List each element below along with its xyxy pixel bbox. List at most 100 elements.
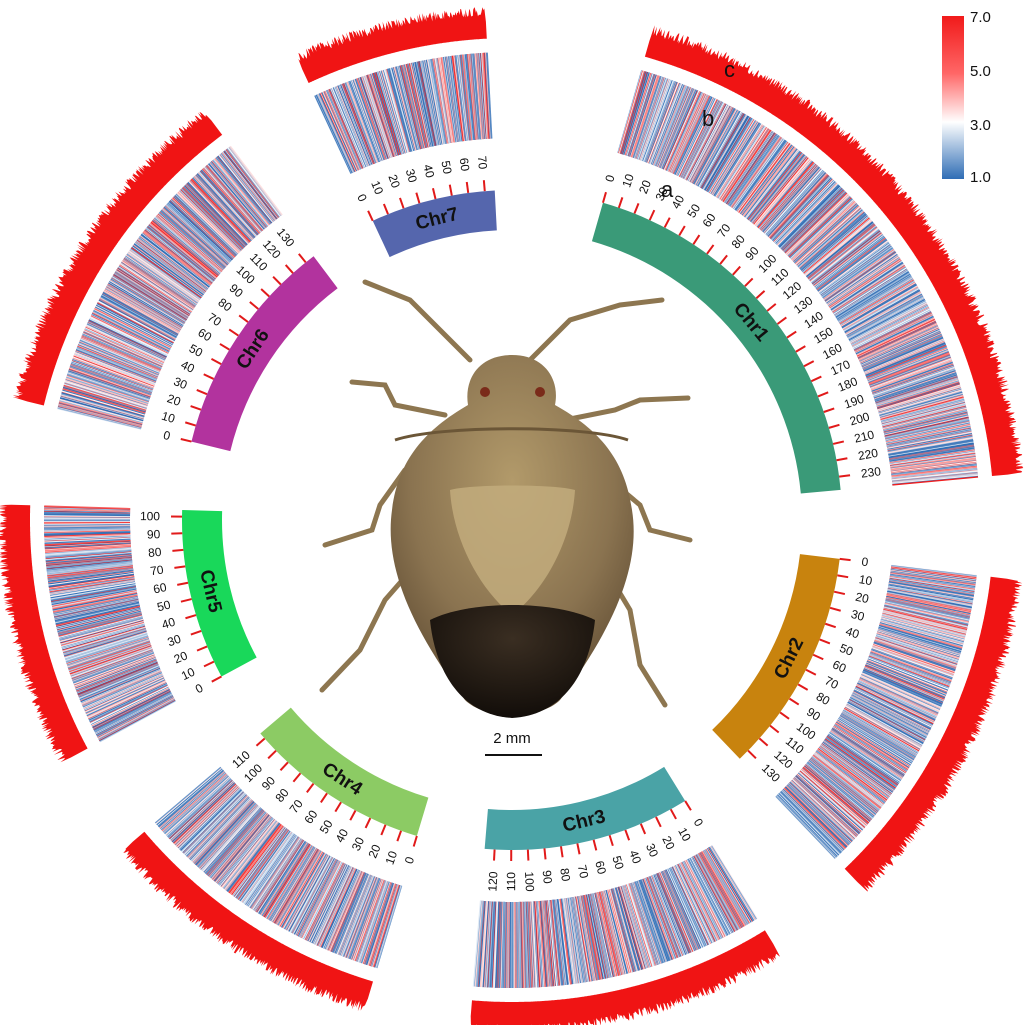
tick-label: 90 bbox=[540, 870, 555, 885]
tick-mark bbox=[298, 253, 307, 264]
tick-label: 60 bbox=[457, 157, 473, 172]
legend-label-max: 7.0 bbox=[970, 9, 991, 26]
tick-label: 40 bbox=[160, 615, 177, 632]
tick-mark bbox=[180, 438, 192, 443]
tick-label: 50 bbox=[156, 597, 173, 614]
tick-label: 120 bbox=[485, 871, 500, 892]
tick-mark bbox=[190, 629, 202, 636]
tick-mark bbox=[219, 343, 230, 351]
tick-mark bbox=[493, 849, 496, 861]
tick-mark bbox=[249, 301, 259, 310]
tick-label: 190 bbox=[842, 392, 866, 412]
tick-label: 50 bbox=[684, 201, 703, 220]
tick-label: 60 bbox=[592, 859, 609, 876]
tick-label: 0 bbox=[861, 555, 870, 570]
tick-mark bbox=[758, 737, 769, 747]
density-track bbox=[0, 504, 88, 763]
tick-label: 30 bbox=[166, 632, 184, 650]
tick-mark bbox=[211, 675, 222, 683]
ideogram-band bbox=[484, 766, 686, 850]
tick-label: 20 bbox=[659, 834, 678, 852]
tick-label: 30 bbox=[653, 185, 671, 203]
legend-label-min: 1.0 bbox=[970, 169, 991, 186]
tick-mark bbox=[788, 697, 800, 706]
tick-mark bbox=[559, 846, 564, 858]
tick-label: 0 bbox=[402, 855, 417, 866]
heatmap-track bbox=[472, 844, 758, 989]
tick-label: 60 bbox=[830, 657, 848, 675]
legend-color-bar bbox=[942, 16, 964, 179]
tick-label: 50 bbox=[838, 641, 856, 659]
tick-mark bbox=[465, 181, 470, 194]
tick-mark bbox=[267, 749, 277, 760]
tick-label: 20 bbox=[165, 391, 183, 409]
tick-mark bbox=[823, 407, 835, 413]
tick-label: 10 bbox=[179, 665, 197, 684]
tick-mark bbox=[633, 202, 640, 214]
tick-label: 40 bbox=[179, 358, 197, 377]
tick-mark bbox=[399, 197, 405, 209]
tick-mark bbox=[776, 316, 787, 325]
tick-label: 0 bbox=[691, 816, 707, 829]
tick-mark bbox=[832, 440, 845, 445]
tick-mark bbox=[655, 816, 662, 828]
tick-label: 10 bbox=[368, 179, 386, 197]
heatmap-legend: 7.0 5.0 3.0 1.0 bbox=[942, 9, 991, 186]
tick-label: 40 bbox=[844, 624, 861, 642]
tick-mark bbox=[448, 184, 453, 196]
tick-mark bbox=[639, 823, 647, 835]
legend-label-high: 5.0 bbox=[970, 63, 991, 80]
tick-mark bbox=[684, 800, 692, 811]
tick-label: 90 bbox=[259, 773, 279, 793]
tick-label: 40 bbox=[421, 163, 438, 180]
ideogram-band bbox=[260, 707, 429, 836]
tick-mark bbox=[238, 314, 249, 323]
density-track bbox=[298, 7, 487, 84]
tick-mark bbox=[382, 203, 389, 215]
tick-label: 220 bbox=[857, 446, 880, 463]
density-track bbox=[123, 831, 373, 1012]
tick-label: 90 bbox=[227, 281, 246, 301]
tick-label: 50 bbox=[609, 854, 626, 871]
tick-label: 20 bbox=[172, 648, 190, 666]
tick-mark bbox=[828, 423, 840, 429]
ideogram-band bbox=[191, 256, 338, 452]
tick-mark bbox=[364, 817, 372, 829]
tick-label: 100 bbox=[140, 509, 160, 523]
tick-mark bbox=[279, 761, 289, 772]
tick-mark bbox=[177, 581, 189, 586]
tick-mark bbox=[543, 848, 547, 860]
tick-mark bbox=[185, 614, 197, 620]
tick-mark bbox=[819, 638, 831, 645]
track-label-b: b bbox=[702, 106, 714, 131]
tick-mark bbox=[396, 830, 402, 842]
tick-label: 10 bbox=[160, 409, 177, 426]
tick-label: 180 bbox=[836, 374, 860, 395]
legend-label-mid: 3.0 bbox=[970, 117, 991, 134]
tick-mark bbox=[172, 548, 184, 552]
tick-label: 80 bbox=[557, 867, 573, 883]
tick-label: 90 bbox=[804, 705, 823, 724]
heatmap-track bbox=[154, 766, 403, 969]
tick-label: 230 bbox=[860, 464, 882, 481]
tick-mark bbox=[203, 660, 215, 668]
tick-mark bbox=[648, 209, 656, 221]
tick-label: 30 bbox=[172, 374, 190, 392]
tick-mark bbox=[833, 590, 846, 596]
tick-mark bbox=[349, 810, 357, 821]
tick-mark bbox=[184, 421, 197, 427]
stink-bug-photo bbox=[319, 279, 693, 718]
tick-mark bbox=[203, 373, 215, 380]
tick-mark bbox=[805, 668, 817, 676]
tick-label: 70 bbox=[575, 864, 591, 880]
scale-bar: 2 mm bbox=[485, 730, 542, 756]
tick-label: 50 bbox=[187, 341, 206, 360]
tick-mark bbox=[415, 192, 421, 204]
tick-mark bbox=[837, 574, 849, 579]
tick-label: 30 bbox=[849, 607, 866, 624]
